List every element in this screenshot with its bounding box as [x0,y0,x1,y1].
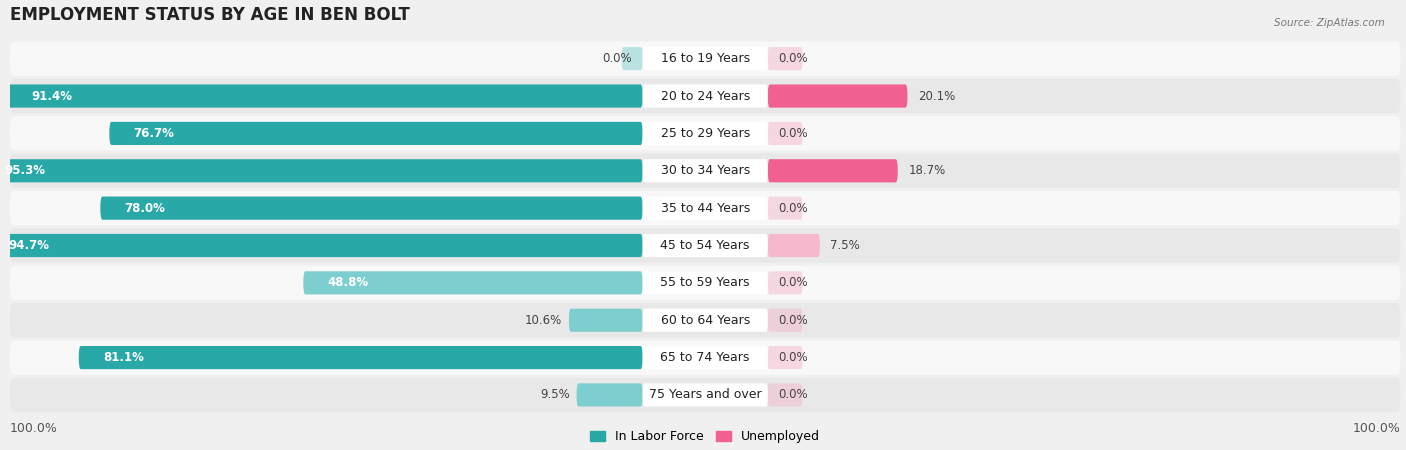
FancyBboxPatch shape [0,234,643,257]
Text: EMPLOYMENT STATUS BY AGE IN BEN BOLT: EMPLOYMENT STATUS BY AGE IN BEN BOLT [10,5,409,23]
FancyBboxPatch shape [643,309,768,332]
FancyBboxPatch shape [768,234,820,257]
Text: 45 to 54 Years: 45 to 54 Years [661,239,749,252]
Text: 78.0%: 78.0% [125,202,166,215]
Text: 18.7%: 18.7% [908,164,945,177]
Text: 100.0%: 100.0% [10,422,58,435]
Text: 0.0%: 0.0% [778,52,808,65]
Text: 95.3%: 95.3% [4,164,45,177]
Text: 35 to 44 Years: 35 to 44 Years [661,202,749,215]
Text: 10.6%: 10.6% [524,314,562,327]
FancyBboxPatch shape [768,383,803,406]
FancyBboxPatch shape [10,79,1400,113]
FancyBboxPatch shape [100,197,643,220]
FancyBboxPatch shape [643,159,768,182]
FancyBboxPatch shape [304,271,643,294]
FancyBboxPatch shape [768,346,803,369]
Text: 30 to 34 Years: 30 to 34 Years [661,164,749,177]
FancyBboxPatch shape [10,378,1400,412]
Text: 9.5%: 9.5% [540,388,569,401]
FancyBboxPatch shape [110,122,643,145]
FancyBboxPatch shape [576,383,643,406]
Legend: In Labor Force, Unemployed: In Labor Force, Unemployed [585,425,825,448]
FancyBboxPatch shape [643,122,768,145]
FancyBboxPatch shape [643,47,768,70]
Text: 91.4%: 91.4% [31,90,73,103]
Text: 48.8%: 48.8% [328,276,368,289]
FancyBboxPatch shape [643,383,768,406]
Text: 76.7%: 76.7% [134,127,174,140]
FancyBboxPatch shape [10,266,1400,300]
Text: 75 Years and over: 75 Years and over [648,388,762,401]
Text: 65 to 74 Years: 65 to 74 Years [661,351,749,364]
Text: 7.5%: 7.5% [831,239,860,252]
FancyBboxPatch shape [643,234,768,257]
FancyBboxPatch shape [768,271,803,294]
FancyBboxPatch shape [10,116,1400,151]
Text: 0.0%: 0.0% [778,127,808,140]
FancyBboxPatch shape [768,47,803,70]
Text: 0.0%: 0.0% [603,52,633,65]
Text: 25 to 29 Years: 25 to 29 Years [661,127,749,140]
FancyBboxPatch shape [768,122,803,145]
FancyBboxPatch shape [768,309,803,332]
FancyBboxPatch shape [10,303,1400,338]
Text: 20 to 24 Years: 20 to 24 Years [661,90,749,103]
FancyBboxPatch shape [7,85,643,108]
FancyBboxPatch shape [569,309,643,332]
Text: 16 to 19 Years: 16 to 19 Years [661,52,749,65]
FancyBboxPatch shape [79,346,643,369]
FancyBboxPatch shape [643,271,768,294]
FancyBboxPatch shape [10,41,1400,76]
Text: 20.1%: 20.1% [918,90,955,103]
FancyBboxPatch shape [643,85,768,108]
FancyBboxPatch shape [10,153,1400,188]
Text: 0.0%: 0.0% [778,276,808,289]
FancyBboxPatch shape [621,47,643,70]
Text: 0.0%: 0.0% [778,314,808,327]
FancyBboxPatch shape [0,159,643,182]
FancyBboxPatch shape [768,159,898,182]
Text: Source: ZipAtlas.com: Source: ZipAtlas.com [1274,18,1385,28]
FancyBboxPatch shape [10,228,1400,263]
Text: 94.7%: 94.7% [8,239,49,252]
FancyBboxPatch shape [10,340,1400,375]
Text: 55 to 59 Years: 55 to 59 Years [661,276,749,289]
Text: 0.0%: 0.0% [778,351,808,364]
Text: 100.0%: 100.0% [1353,422,1400,435]
FancyBboxPatch shape [10,191,1400,225]
Text: 81.1%: 81.1% [103,351,143,364]
Text: 0.0%: 0.0% [778,202,808,215]
FancyBboxPatch shape [643,197,768,220]
FancyBboxPatch shape [643,346,768,369]
Text: 60 to 64 Years: 60 to 64 Years [661,314,749,327]
Text: 0.0%: 0.0% [778,388,808,401]
FancyBboxPatch shape [768,197,803,220]
FancyBboxPatch shape [768,85,907,108]
